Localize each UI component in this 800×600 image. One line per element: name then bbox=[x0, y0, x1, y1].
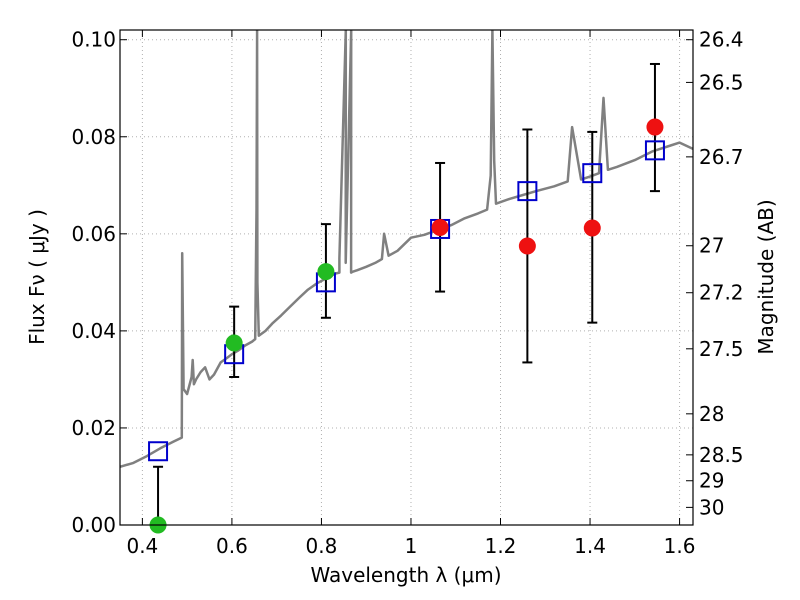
magnitude-tick-label: 26.4 bbox=[699, 28, 744, 52]
observed-point-green bbox=[317, 263, 335, 281]
observed-photometry-points bbox=[149, 118, 664, 534]
magnitude-tick-label: 27.5 bbox=[699, 337, 744, 361]
x-tick-label: 1.2 bbox=[485, 534, 517, 558]
magnitude-tick-label: 27.2 bbox=[699, 281, 744, 305]
model-point-square bbox=[517, 181, 538, 202]
model-point-square bbox=[582, 163, 603, 184]
y-axis-label: Flux Fν ( μJy ) bbox=[25, 209, 49, 345]
model-point-square bbox=[148, 441, 169, 462]
y-tick-label: 0.02 bbox=[71, 416, 116, 440]
magnitude-tick-label: 26.7 bbox=[699, 145, 744, 169]
model-spectrum bbox=[120, 30, 693, 469]
axis-ticks bbox=[120, 30, 693, 526]
x-tick-label: 0.4 bbox=[126, 534, 158, 558]
magnitude-tick-label: 26.5 bbox=[699, 70, 744, 94]
model-photometry-points bbox=[148, 140, 665, 462]
plot-frame bbox=[119, 29, 694, 526]
y-tick-labels: 0.00 0.02 0.04 0.06 0.08 0.10 bbox=[71, 28, 116, 537]
magnitude-tick-label: 30 bbox=[699, 495, 724, 519]
x-tick-label: 1.6 bbox=[664, 534, 696, 558]
x-axis-label: Wavelength λ (μm) bbox=[310, 563, 501, 587]
x-tick-label: 0.8 bbox=[306, 534, 338, 558]
y-tick-label: 0.00 bbox=[71, 513, 116, 537]
observed-point-red bbox=[646, 118, 664, 136]
observed-point-red bbox=[431, 219, 449, 237]
model-spectrum-line bbox=[120, 30, 693, 469]
error-bars bbox=[153, 62, 660, 525]
observed-point-red bbox=[583, 219, 601, 237]
magnitude-tick-label: 27 bbox=[699, 234, 724, 258]
y-tick-label: 0.08 bbox=[71, 125, 116, 149]
x-tick-label: 0.6 bbox=[216, 534, 248, 558]
magnitude-tick-label: 29 bbox=[699, 469, 724, 493]
magnitude-tick-label: 28 bbox=[699, 402, 724, 426]
model-point-square bbox=[644, 140, 665, 161]
y-tick-label: 0.04 bbox=[71, 319, 116, 343]
x-tick-label: 1 bbox=[405, 534, 418, 558]
y-tick-label: 0.06 bbox=[71, 222, 116, 246]
magnitude-tick-label: 28.5 bbox=[699, 443, 744, 467]
x-tick-label: 1.4 bbox=[574, 534, 606, 558]
x-tick-labels: 0.4 0.6 0.8 1 1.2 1.4 1.6 bbox=[126, 534, 695, 558]
observed-point-green bbox=[225, 334, 243, 352]
y-tick-label: 0.10 bbox=[71, 28, 116, 52]
observed-point-red bbox=[518, 237, 536, 255]
magnitude-axis-label: Magnitude (AB) bbox=[754, 199, 778, 354]
grid-lines bbox=[120, 30, 693, 526]
